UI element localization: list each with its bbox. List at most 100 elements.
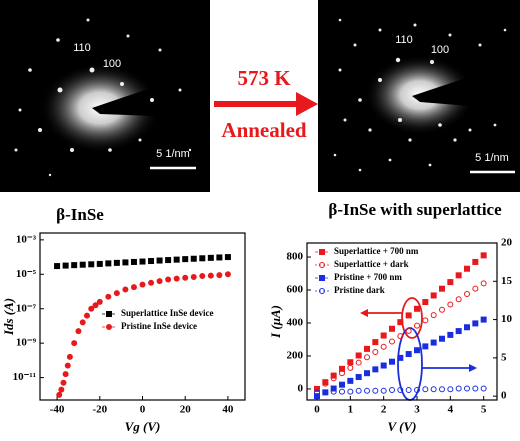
marker — [430, 339, 437, 346]
caption: β-InSe with superlattice — [328, 200, 502, 219]
marker — [66, 353, 73, 360]
legend-label: Superlattice + dark — [334, 259, 409, 269]
marker — [190, 273, 197, 280]
y2-tick-label: 20 — [501, 237, 513, 249]
legend-marker — [106, 311, 112, 317]
marker — [314, 393, 320, 400]
x-axis-label: V (V) — [387, 419, 416, 434]
marker — [464, 324, 470, 331]
marker — [389, 387, 395, 394]
marker — [372, 339, 379, 346]
marker — [405, 351, 412, 358]
marker — [92, 302, 99, 309]
marker — [439, 285, 445, 292]
plot-frame — [306, 242, 498, 401]
x-tick-label: 20 — [180, 404, 192, 416]
marker — [75, 328, 82, 335]
marker — [58, 386, 65, 393]
y-tick-label: 10⁻⁵ — [16, 268, 37, 280]
marker — [414, 305, 420, 312]
marker — [105, 293, 112, 300]
marker — [480, 252, 487, 259]
scale-bar-label: 5 1/nm — [475, 152, 509, 164]
marker — [372, 366, 379, 373]
y-tick-label: 10⁻⁹ — [16, 337, 37, 349]
marker — [472, 258, 479, 265]
marker — [56, 391, 63, 398]
marker — [139, 258, 146, 265]
marker — [422, 343, 429, 350]
marker — [380, 387, 387, 394]
marker — [148, 258, 155, 265]
marker — [389, 358, 395, 365]
marker — [182, 256, 189, 263]
marker — [182, 274, 189, 281]
marker — [79, 319, 86, 326]
marker — [130, 258, 137, 265]
marker — [439, 335, 445, 342]
y-tick-label: 0 — [298, 382, 304, 394]
y2-tick-label: 5 — [501, 351, 507, 363]
y-axis-label: I (μA) — [268, 305, 283, 339]
marker — [130, 284, 137, 291]
anneal-label: Annealed — [221, 118, 307, 142]
marker — [190, 255, 197, 262]
marker — [480, 385, 487, 392]
y-tick-label: 800 — [287, 251, 304, 263]
marker — [380, 332, 387, 339]
marker — [464, 385, 470, 392]
marker — [165, 257, 172, 264]
marker — [322, 389, 329, 396]
x-tick-label: 3 — [414, 404, 420, 416]
y-tick-label: 600 — [287, 284, 304, 296]
marker — [62, 371, 69, 378]
x-tick-label: 0 — [140, 404, 146, 416]
marker — [224, 254, 231, 261]
marker — [347, 377, 354, 384]
marker — [339, 370, 345, 377]
legend-label: Superlattice InSe device — [121, 308, 214, 318]
x-tick-label: 2 — [381, 404, 387, 416]
marker — [64, 362, 71, 369]
x-tick-label: 4 — [448, 404, 454, 416]
marker — [96, 298, 103, 305]
marker — [355, 387, 362, 394]
y-axis-label: Ids (A) — [1, 298, 16, 336]
right-image — [318, 0, 520, 192]
marker — [139, 281, 146, 288]
marker — [414, 322, 420, 329]
marker — [464, 265, 470, 272]
marker — [347, 359, 354, 366]
marker — [339, 381, 345, 388]
marker — [330, 375, 337, 382]
marker — [88, 261, 95, 268]
marker — [60, 379, 67, 386]
marker — [314, 389, 320, 396]
marker — [414, 387, 420, 394]
marker — [199, 255, 206, 262]
anneal-arrow — [214, 92, 318, 116]
marker — [113, 290, 120, 297]
marker — [79, 261, 86, 268]
marker — [422, 299, 429, 306]
marker — [347, 364, 354, 371]
legend-marker — [319, 262, 325, 268]
marker — [364, 370, 370, 377]
marker — [397, 354, 404, 361]
marker — [355, 374, 362, 381]
y2-tick-label: 0 — [501, 390, 507, 402]
legend-marker — [106, 324, 112, 330]
marker — [156, 257, 163, 264]
marker — [173, 275, 180, 282]
marker — [216, 254, 223, 261]
marker — [472, 285, 479, 292]
x-tick-label: -20 — [92, 404, 107, 416]
marker — [430, 292, 437, 299]
marker — [314, 385, 320, 392]
marker — [339, 388, 345, 395]
marker — [422, 386, 429, 393]
marker — [439, 306, 445, 313]
legend-label: Pristine InSe device — [121, 321, 197, 331]
marker — [207, 254, 214, 261]
